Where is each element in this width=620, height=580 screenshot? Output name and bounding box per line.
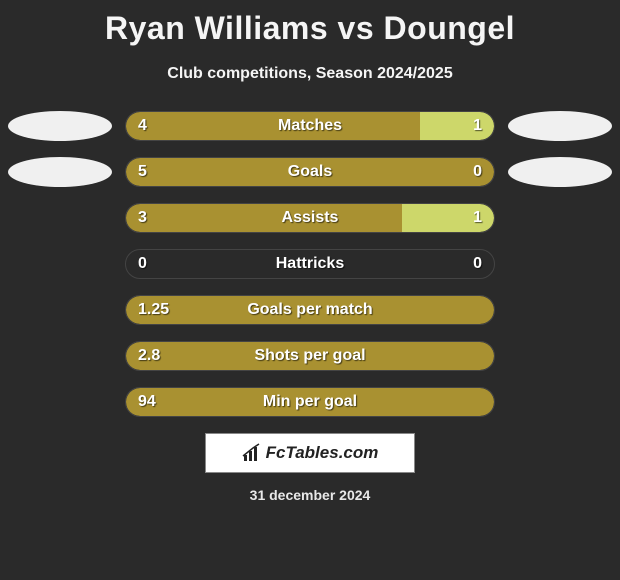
bar-fill-left [126, 158, 494, 186]
brand-badge: FcTables.com [205, 433, 415, 473]
stat-bar: 41Matches [125, 111, 495, 141]
bar-fill-full [126, 296, 494, 324]
bar-label: Hattricks [126, 250, 494, 278]
date-label: 31 december 2024 [0, 487, 620, 503]
subtitle: Club competitions, Season 2024/2025 [0, 65, 620, 83]
page-title: Ryan Williams vs Doungel [0, 0, 620, 47]
bar-fill-full [126, 342, 494, 370]
bar-fill-left [126, 204, 402, 232]
player-ellipse-right [508, 157, 612, 187]
comparison-chart: 41Matches 50Goals 31Assists 0 0Hattricks 1.25… [0, 111, 620, 417]
bar-value-left: 0 [138, 250, 147, 278]
stat-bar: 94Min per goal [125, 387, 495, 417]
stat-bar: 50Goals [125, 157, 495, 187]
player-ellipse-left [8, 111, 112, 141]
bar-fill-right [420, 112, 494, 140]
bar-value-right: 0 [473, 250, 482, 278]
bar-fill-left [126, 112, 420, 140]
stat-bar: 0 0Hattricks [125, 249, 495, 279]
stat-bar: 31Assists [125, 203, 495, 233]
player-ellipse-left [8, 157, 112, 187]
chart-icon [242, 443, 262, 463]
player-ellipse-right [508, 111, 612, 141]
bar-fill-right [402, 204, 494, 232]
stat-bar: 1.25Goals per match [125, 295, 495, 325]
stat-bar: 2.8Shots per goal [125, 341, 495, 371]
brand-text: FcTables.com [266, 443, 379, 463]
bar-fill-full [126, 388, 494, 416]
